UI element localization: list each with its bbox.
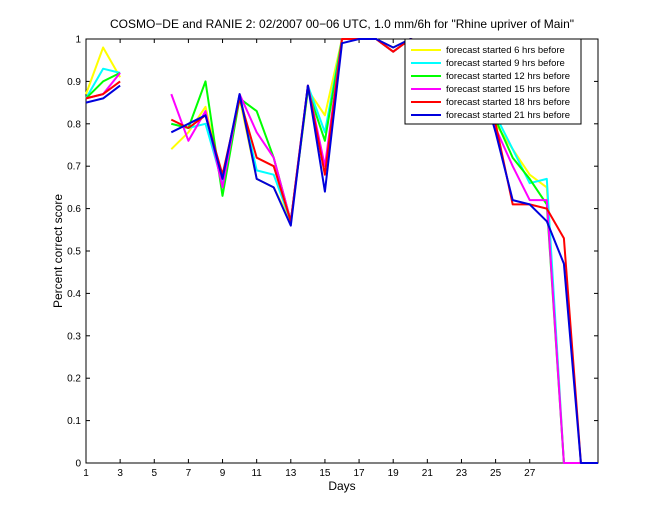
series-lines	[85, 38, 598, 464]
legend-label-1: forecast started 6 hrs before	[446, 45, 565, 56]
legend-label-2: forecast started 9 hrs before	[446, 58, 565, 69]
legend-box	[404, 38, 582, 125]
x-tick-label: 11	[251, 468, 262, 479]
y-tick-label: 0.6	[67, 204, 81, 215]
y-tick-label: 0.9	[67, 77, 81, 88]
x-tick-label: 3	[117, 468, 123, 479]
x-tick-label: 23	[456, 468, 468, 479]
y-tick-label: 1	[75, 35, 81, 46]
legend-label-3: forecast started 12 hrs before	[446, 71, 570, 82]
legend-label-4: forecast started 15 hrs before	[446, 84, 570, 95]
x-tick-label: 1	[83, 468, 89, 479]
chart-title: COSMO−DE and RANIE 2: 02/2007 00−06 UTC,…	[110, 17, 574, 31]
x-tick-label: 13	[285, 468, 297, 479]
series-line-2	[85, 67, 121, 99]
x-tick-label: 25	[490, 468, 502, 479]
x-tick-label: 15	[319, 468, 331, 479]
y-tick-label: 0.2	[67, 374, 81, 385]
y-tick-label: 0.8	[67, 119, 81, 130]
x-tick-label: 27	[524, 468, 536, 479]
series-line-3	[85, 72, 121, 100]
x-tick-label: 5	[151, 468, 157, 479]
x-tick-label: 21	[422, 468, 434, 479]
x-axis-label: Days	[328, 479, 355, 493]
series-line-1	[85, 46, 121, 95]
y-tick-label: 0.5	[67, 247, 81, 258]
series-line-5	[85, 80, 121, 100]
series-line-6	[170, 38, 598, 464]
x-tick-label: 9	[220, 468, 226, 479]
series-line-6	[85, 84, 121, 104]
y-tick-label: 0.1	[67, 416, 81, 427]
y-tick-label: 0.4	[67, 289, 81, 300]
legend-label-6: forecast started 21 hrs before	[446, 110, 570, 121]
y-tick-label: 0	[75, 459, 81, 470]
legend: forecast started 6 hrs before forecast st…	[404, 38, 582, 125]
x-tick-label: 17	[354, 468, 366, 479]
y-axis-label: Percent correct score	[51, 194, 65, 308]
legend-label-5: forecast started 18 hrs before	[446, 97, 570, 108]
x-tick-label: 7	[186, 468, 192, 479]
y-tick-label: 0.7	[67, 162, 81, 173]
x-tick-label: 19	[388, 468, 400, 479]
axis-ticks: 1 3 5 7 9 11 13 15 17 19 21 23 25 2700.10.20.30.40.50…	[67, 35, 598, 479]
y-tick-label: 0.3	[67, 331, 81, 342]
